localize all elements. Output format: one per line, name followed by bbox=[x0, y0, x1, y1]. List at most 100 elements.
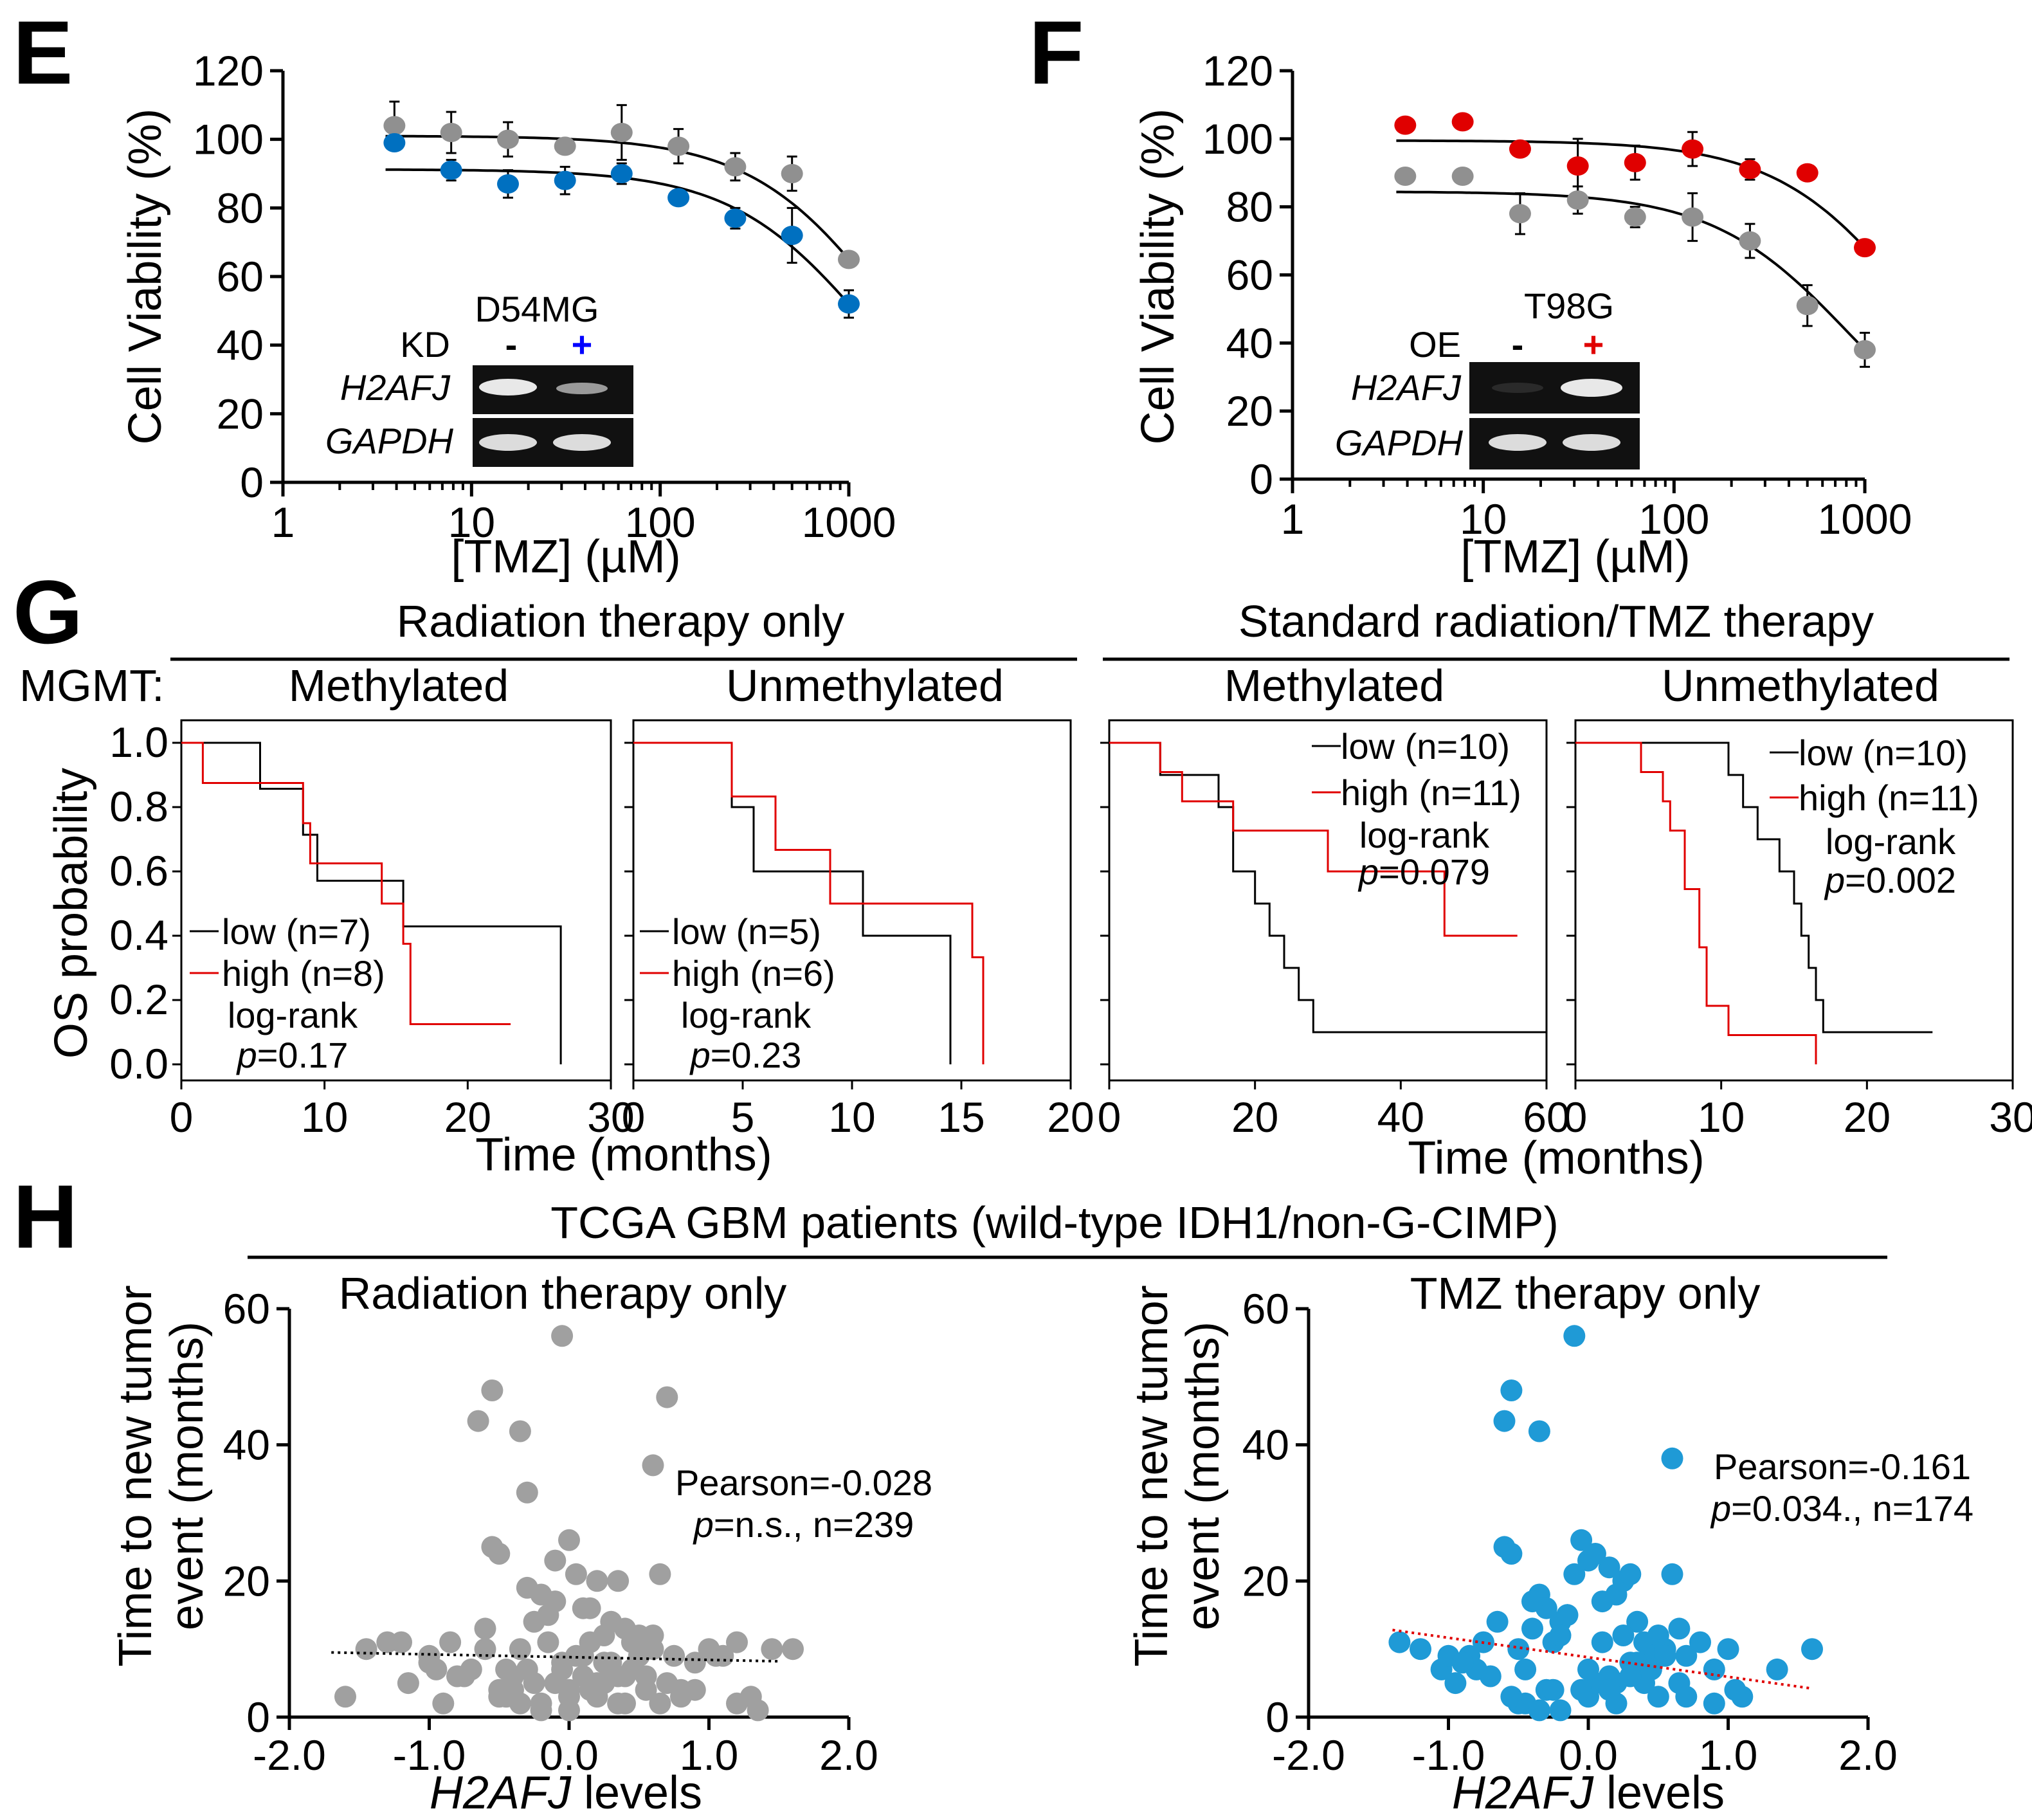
panel-label-f: F bbox=[1029, 2, 1084, 103]
y-tick-label: 0 bbox=[1249, 455, 1273, 503]
fit-curve-control bbox=[385, 134, 850, 260]
scatter-y-tick-label: 0 bbox=[1265, 1693, 1289, 1741]
scatter-point bbox=[579, 1597, 601, 1619]
km-x-tick-label: 30 bbox=[1989, 1093, 2032, 1141]
panel-h-p-1: p=n.s., n=239 bbox=[693, 1504, 914, 1545]
data-point-control bbox=[1682, 207, 1704, 227]
scatter-point bbox=[488, 1543, 511, 1565]
km-x-tick-label: 0 bbox=[622, 1093, 646, 1141]
scatter-x-tick-label: -2.0 bbox=[1272, 1731, 1345, 1779]
scatter-point bbox=[397, 1672, 419, 1695]
panel-f-xlabel: [TMZ] (µM) bbox=[1460, 531, 1690, 583]
scatter-point bbox=[1647, 1686, 1669, 1708]
panel-g-xlabel-2: Time (months) bbox=[1408, 1133, 1704, 1184]
km-stat-3: log-rank bbox=[1359, 815, 1490, 855]
scatter-point bbox=[628, 1638, 650, 1661]
km-x-tick-label: 0 bbox=[1564, 1093, 1588, 1141]
data-point-control bbox=[1566, 190, 1589, 210]
scatter-x-tick-label: 2.0 bbox=[819, 1731, 878, 1779]
scatter-point bbox=[1549, 1624, 1572, 1646]
data-point-control bbox=[1451, 167, 1474, 187]
scatter-x-tick-label: 1.0 bbox=[680, 1731, 739, 1779]
panel-e-cell-line: D54MG bbox=[475, 289, 599, 329]
panel-f-condition: OE bbox=[1409, 324, 1461, 365]
y-tick-label: 100 bbox=[193, 116, 264, 163]
data-point-control bbox=[610, 123, 633, 142]
km-curve-high bbox=[1109, 742, 1518, 937]
scatter-point bbox=[390, 1631, 412, 1653]
km-legend-4: low (n=10) high (n=11) log-rank p=0.002 bbox=[1770, 733, 1979, 900]
x-tick-label: 10 bbox=[448, 498, 495, 546]
scatter-point bbox=[1570, 1679, 1593, 1701]
panel-e-minus: - bbox=[505, 324, 518, 365]
scatter-point bbox=[1689, 1631, 1711, 1653]
scatter-point bbox=[425, 1658, 448, 1680]
scatter-point bbox=[1598, 1556, 1620, 1579]
scatter-point bbox=[481, 1379, 503, 1401]
km-legend-3: low (n=10) high (n=11) log-rank p=0.079 bbox=[1312, 726, 1521, 892]
scatter-y-tick-label: 0 bbox=[246, 1693, 270, 1741]
scatter-point bbox=[509, 1638, 531, 1661]
data-point-control bbox=[724, 157, 747, 177]
data-point-control bbox=[1854, 340, 1876, 359]
data-point-OE bbox=[1624, 152, 1646, 172]
scatter-point bbox=[642, 1454, 664, 1477]
scatter-x-tick-label: -1.0 bbox=[1412, 1731, 1485, 1779]
scatter-point bbox=[761, 1638, 783, 1661]
scatter-point bbox=[1626, 1610, 1649, 1633]
scatter-point bbox=[509, 1420, 531, 1442]
scatter-point bbox=[1703, 1658, 1725, 1680]
scatter-point bbox=[446, 1665, 468, 1688]
scatter-point bbox=[1500, 1379, 1523, 1401]
scatter-x-tick-label: -2.0 bbox=[253, 1731, 326, 1779]
km-curve-low bbox=[1109, 742, 1547, 1033]
panel-f-gel-inset: T98G OE - + H2AFJ GAPDH bbox=[1335, 286, 1640, 469]
data-point-KD bbox=[667, 188, 690, 208]
y-tick-label: 60 bbox=[217, 253, 264, 300]
y-tick-label: 80 bbox=[1226, 183, 1273, 231]
data-point-control bbox=[554, 136, 576, 156]
panel-e-plus: + bbox=[572, 324, 593, 365]
scatter-point bbox=[544, 1549, 567, 1572]
scatter-x-tick-label: -1.0 bbox=[393, 1731, 466, 1779]
panel-g-ylabel: OS probability bbox=[46, 768, 97, 1059]
scatter-point bbox=[439, 1631, 462, 1653]
km-y-tick-label: 0.6 bbox=[109, 847, 168, 895]
data-point-OE bbox=[1509, 139, 1531, 159]
km-stat-2: log-rank bbox=[681, 995, 812, 1035]
km-y-tick-label: 0.4 bbox=[109, 911, 168, 959]
panel-h-ylabel-2a: Time to new tumor bbox=[1126, 1285, 1177, 1667]
scatter-trendline bbox=[331, 1651, 779, 1663]
panel-h-ylabel-1b: event (months) bbox=[161, 1322, 213, 1630]
scatter-point bbox=[1507, 1638, 1530, 1661]
data-point-control bbox=[1739, 231, 1761, 251]
scatter-point bbox=[565, 1563, 587, 1585]
panel-h-subtitle-1: Radiation therapy only bbox=[339, 1268, 787, 1318]
scatter-point bbox=[558, 1679, 580, 1701]
scatter-point bbox=[1521, 1590, 1543, 1613]
scatter-point bbox=[502, 1665, 524, 1688]
scatter-y-tick-label: 60 bbox=[223, 1285, 270, 1333]
km-legend-4-low: low (n=10) bbox=[1799, 733, 1968, 773]
km-frame bbox=[1108, 719, 1548, 1082]
panel-g-chart: Radiation therapy only Standard radiatio… bbox=[19, 596, 2032, 1184]
scatter-point bbox=[432, 1692, 455, 1715]
panel-label-g: G bbox=[13, 561, 83, 662]
km-curve-high bbox=[633, 742, 984, 1064]
km-x-tick-label: 20 bbox=[1231, 1093, 1278, 1141]
scatter-point bbox=[1703, 1692, 1725, 1715]
data-point-KD bbox=[838, 294, 860, 314]
scatter-point bbox=[1514, 1658, 1537, 1680]
scatter-point bbox=[635, 1679, 657, 1701]
scatter-point bbox=[1577, 1658, 1599, 1680]
x-tick-label: 1 bbox=[271, 498, 295, 546]
data-point-control bbox=[1509, 204, 1531, 224]
scatter-point bbox=[1486, 1610, 1509, 1633]
y-tick-label: 40 bbox=[217, 322, 264, 369]
panel-f-plus: + bbox=[1583, 324, 1604, 365]
panel-h-ylabel-2b: event (months) bbox=[1177, 1322, 1229, 1630]
km-y-tick-label: 0.0 bbox=[109, 1040, 168, 1087]
y-tick-label: 120 bbox=[193, 47, 264, 95]
scatter-point bbox=[1542, 1679, 1565, 1701]
